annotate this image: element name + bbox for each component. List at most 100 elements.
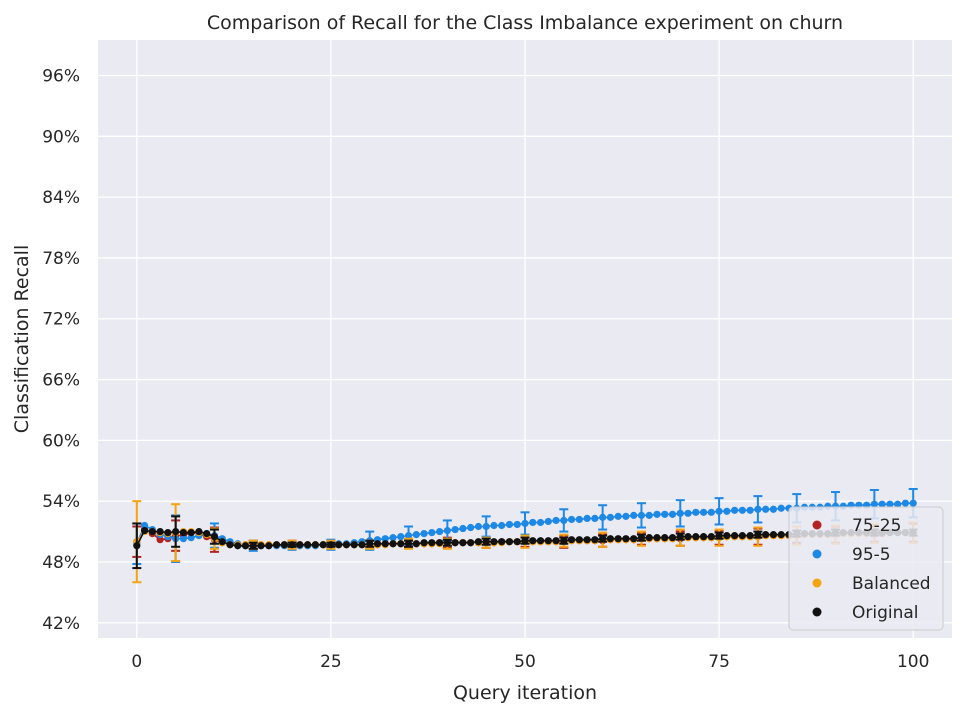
y-tick-label: 48% (42, 553, 80, 573)
data-point (699, 508, 708, 516)
data-point (684, 533, 692, 541)
data-point (428, 528, 436, 537)
data-point (614, 535, 622, 543)
data-point (304, 541, 312, 549)
data-point (676, 533, 684, 541)
data-point (762, 531, 770, 539)
y-tick-label: 90% (42, 127, 80, 147)
data-point (699, 533, 708, 541)
data-point (591, 536, 599, 544)
data-point (404, 532, 413, 540)
data-point (513, 520, 521, 529)
data-point (583, 514, 591, 523)
y-tick-label: 78% (42, 249, 80, 269)
data-point (715, 532, 723, 540)
data-point (544, 537, 552, 545)
data-point (637, 534, 646, 542)
data-point (676, 509, 684, 517)
data-point (762, 505, 770, 513)
data-point (886, 500, 894, 508)
data-point (459, 524, 467, 533)
chart-title: Comparison of Recall for the Class Imbal… (207, 12, 843, 34)
data-point (622, 535, 630, 543)
legend-item: Original (812, 603, 919, 623)
data-point (342, 541, 351, 549)
x-axis-label: Query iteration (453, 682, 597, 704)
data-point (552, 516, 560, 525)
legend-label: Original (852, 603, 919, 623)
y-tick-label: 54% (42, 492, 80, 512)
y-tick-label: 42% (42, 614, 80, 634)
data-point (412, 540, 420, 548)
data-point (366, 540, 374, 548)
data-point (870, 500, 878, 508)
y-tick-label: 72% (42, 310, 80, 330)
x-tick-label: 0 (131, 652, 142, 672)
data-point (404, 540, 413, 548)
data-point (490, 521, 498, 530)
data-point (777, 504, 785, 512)
data-point (420, 539, 428, 547)
data-point (474, 538, 483, 546)
data-point (567, 536, 576, 544)
data-point (552, 537, 560, 545)
legend: 75-25 95-5 Balanced Original (788, 506, 944, 631)
data-point (544, 517, 552, 526)
data-point (257, 542, 265, 550)
data-point (327, 541, 335, 549)
data-point (668, 534, 677, 542)
data-point (529, 537, 537, 545)
data-point (288, 541, 296, 549)
data-point (397, 533, 405, 541)
data-point (754, 505, 762, 513)
data-point (661, 534, 669, 542)
data-point (692, 533, 700, 541)
data-point (420, 530, 428, 538)
data-point (637, 511, 646, 519)
data-point (731, 506, 739, 514)
data-point (614, 512, 622, 520)
data-point (140, 526, 149, 535)
data-point (536, 537, 545, 545)
data-point (707, 508, 715, 516)
tick-labels: 42% 48% 54% 60% 66% 72% 78% 84% 90% 96% 0 25 50 75 100 (42, 66, 929, 672)
data-point (443, 526, 451, 535)
data-point (373, 540, 382, 548)
data-point (645, 534, 653, 542)
data-point (606, 535, 615, 543)
data-point (195, 527, 203, 536)
data-point (723, 507, 731, 515)
data-point (187, 528, 195, 537)
data-point (350, 541, 358, 549)
data-point (234, 542, 242, 550)
y-tick-label: 60% (42, 431, 80, 451)
data-point (156, 527, 164, 536)
data-point (878, 500, 886, 508)
data-point (436, 539, 444, 547)
data-point (707, 533, 715, 541)
data-point (731, 532, 739, 540)
data-point (265, 542, 273, 550)
data-point (164, 528, 172, 537)
data-point (498, 521, 506, 530)
legend-marker (812, 578, 822, 588)
data-point (630, 535, 638, 543)
data-point (179, 535, 187, 543)
data-point (567, 515, 576, 524)
data-point (692, 508, 700, 516)
data-point (249, 542, 257, 550)
data-point (622, 512, 630, 520)
data-point (474, 522, 483, 531)
data-point (599, 535, 607, 543)
data-point (684, 509, 692, 517)
data-point (769, 531, 778, 539)
data-point (909, 499, 917, 507)
data-point (272, 541, 281, 549)
data-point (443, 539, 451, 547)
data-point (482, 538, 490, 546)
data-point (467, 539, 475, 547)
data-point (436, 527, 444, 536)
legend-marker (812, 607, 822, 617)
data-point (358, 541, 366, 549)
x-tick-label: 25 (320, 652, 342, 672)
